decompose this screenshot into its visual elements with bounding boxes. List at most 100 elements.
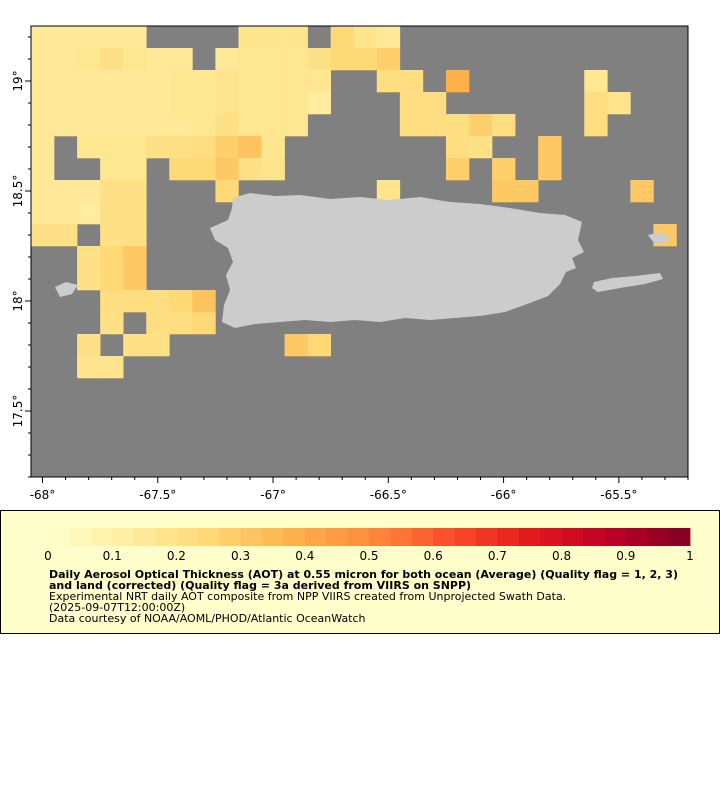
aot-cell [77, 48, 101, 71]
colorbar-step [155, 528, 177, 546]
aot-cell [422, 92, 447, 115]
colorbar-step [540, 528, 562, 546]
aot-cell [100, 246, 124, 269]
aot-cell [169, 136, 193, 159]
aot-cell [469, 114, 493, 137]
mona-island [55, 282, 78, 297]
aot-cell [31, 26, 55, 49]
aot-cell [123, 268, 147, 291]
aot-cell [169, 158, 193, 181]
x-tick-label: -66° [491, 488, 517, 502]
aot-cell [307, 70, 331, 93]
aot-cell [100, 70, 124, 93]
aot-cell [261, 26, 285, 49]
aot-cell [54, 202, 78, 225]
aot-cell [77, 26, 101, 49]
colorbar-tick-label: 0.4 [295, 549, 314, 563]
aot-cell [307, 92, 331, 115]
colorbar-step [240, 528, 263, 546]
aot-cell [261, 158, 285, 181]
colorbar-step [48, 528, 70, 546]
colorbar-step [433, 528, 455, 546]
colorbar-step [561, 528, 584, 546]
aot-cell [215, 158, 239, 181]
aot-cell [123, 180, 147, 203]
y-tick-label: 18° [11, 290, 25, 311]
aot-cell [77, 180, 101, 203]
aot-cell [54, 224, 78, 247]
aot-cell [238, 48, 262, 71]
aot-cell [77, 70, 101, 93]
legend-title: Daily Aerosol Optical Thickness (AOT) at… [49, 568, 682, 592]
aot-cell [123, 224, 147, 247]
small-east-islet [648, 232, 670, 243]
aot-cell [238, 158, 262, 181]
colorbar-tick-label: 0.9 [616, 549, 635, 563]
aot-cell [146, 312, 170, 335]
aot-cell [238, 114, 262, 137]
legend-time: (2025-09-07T12:00:00Z) [49, 601, 186, 614]
y-tick-label: 18.5° [11, 175, 25, 208]
colorbar-step [369, 528, 391, 546]
aot-cell [146, 334, 170, 357]
aot-cell [376, 70, 401, 93]
aot-cell [123, 158, 147, 181]
aot-cell [353, 26, 378, 49]
aot-cell [215, 92, 239, 115]
aot-cell [100, 114, 124, 137]
aot-cell [445, 158, 470, 181]
aot-cell [77, 114, 101, 137]
aot-cell [192, 92, 216, 115]
aot-cell [146, 48, 170, 71]
aot-cell [31, 158, 55, 181]
aot-cell [54, 180, 78, 203]
colorbar-step [454, 528, 477, 546]
colorbar-ticks: 0 0.1 0.2 0.3 0.4 0.5 0.6 0.7 0.8 0.9 1 [44, 549, 694, 563]
colorbar-step [625, 528, 648, 546]
aot-cell [31, 136, 55, 159]
aot-cell [284, 48, 308, 71]
aot-cell [492, 158, 516, 181]
x-axis: -68° -67.5° -67° -66.5° -66° -65.5° [30, 477, 689, 502]
colorbar-tick-label: 0.5 [359, 549, 378, 563]
aot-cell [77, 268, 101, 291]
aot-cell [215, 70, 239, 93]
aot-cell [169, 70, 193, 93]
aot-cell [445, 136, 470, 159]
colorbar-tick-label: 0.2 [167, 549, 186, 563]
aot-cell [169, 290, 193, 313]
legend-subtitle: Experimental NRT daily AOT composite fro… [49, 590, 567, 603]
colorbar-step [411, 528, 434, 546]
legend-panel: 0 0.1 0.2 0.3 0.4 0.5 0.6 0.7 0.8 0.9 1 Daily Aero… [0, 510, 720, 634]
aot-cell [284, 92, 308, 115]
aot-cell [215, 114, 239, 137]
aot-cell [100, 180, 124, 203]
aot-cell [238, 136, 262, 159]
aot-cell [123, 92, 147, 115]
aot-cell [77, 136, 101, 159]
aot-cell [31, 202, 55, 225]
aot-cell [284, 70, 308, 93]
colorbar-tick-label: 0 [44, 549, 52, 563]
aot-cell [123, 136, 147, 159]
colorbar-step [583, 528, 605, 546]
colorbar-step [90, 528, 113, 546]
aot-cell [607, 92, 631, 115]
aot-cell [630, 180, 654, 203]
aot-cell [192, 114, 216, 137]
aot-cell [492, 180, 516, 203]
aot-cell [192, 158, 216, 181]
aot-cell [469, 136, 493, 159]
aot-cell [261, 70, 285, 93]
aot-cell [422, 114, 447, 137]
aot-cell [100, 356, 124, 379]
aot-cell [31, 180, 55, 203]
aot-cell [192, 136, 216, 159]
colorbar-step [604, 528, 627, 546]
aot-cell [100, 224, 124, 247]
aot-cell [123, 48, 147, 71]
aot-cell [261, 92, 285, 115]
aot-cell [100, 312, 124, 335]
aot-cell [123, 246, 147, 269]
aot-cell [284, 334, 308, 357]
